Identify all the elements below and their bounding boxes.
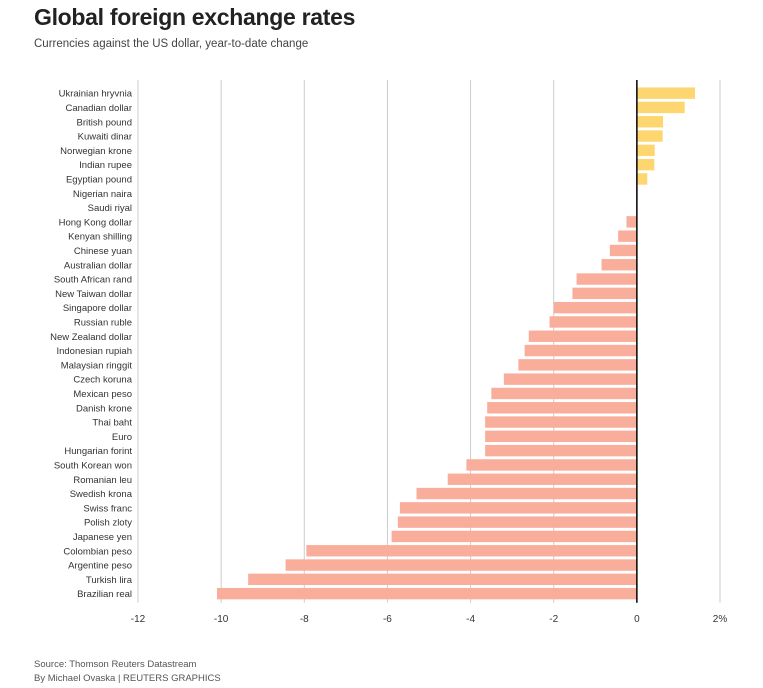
- category-label: Japanese yen: [73, 532, 132, 543]
- x-tick-label: -10: [214, 614, 229, 625]
- category-label: Ukrainian hryvnia: [59, 89, 133, 100]
- bar: [636, 87, 696, 99]
- x-axis-tick-layer: -12 -10 -8 -6 -4 -2 0 2%: [131, 614, 728, 625]
- category-label: Kuwaiti dinar: [78, 132, 132, 143]
- bar: [572, 287, 637, 300]
- bar: [524, 344, 637, 357]
- category-label: Canadian dollar: [65, 103, 132, 114]
- bar: [618, 230, 637, 242]
- category-label: Saudi riyal: [88, 203, 132, 214]
- category-label-layer: Ukrainian hryvnia Canadian dollar British …: [50, 89, 133, 601]
- bar: [626, 216, 637, 228]
- bar: [485, 444, 637, 457]
- category-label: Turkish lira: [86, 575, 133, 586]
- bar: [636, 144, 655, 157]
- category-label: Russian ruble: [74, 317, 132, 328]
- bar: [636, 130, 663, 142]
- x-tick-label: 0: [634, 614, 640, 625]
- category-label: Brazilian real: [77, 589, 132, 600]
- bar: [485, 416, 637, 428]
- bar: [636, 173, 648, 185]
- category-label: Danish krone: [76, 403, 132, 414]
- bar: [399, 502, 637, 514]
- bar: [216, 587, 637, 600]
- source-note: Source: Thomson Reuters Datastream: [34, 659, 197, 670]
- category-label: Mexican peso: [73, 389, 132, 400]
- bar: [466, 459, 637, 471]
- category-label: Hungarian forint: [64, 446, 132, 457]
- chart-title: Global foreign exchange rates: [34, 4, 356, 30]
- bar: [636, 101, 685, 114]
- category-label: Indonesian rupiah: [56, 346, 132, 357]
- x-tick-label: -6: [383, 614, 392, 625]
- bar: [491, 387, 637, 400]
- bar: [285, 559, 637, 571]
- bar-layer: [216, 87, 696, 600]
- byline: By Michael Ovaska | REUTERS GRAPHICS: [34, 673, 221, 684]
- category-label: New Taiwan dollar: [55, 289, 132, 300]
- category-label: Colombian peso: [63, 546, 132, 557]
- category-label: Norwegian krone: [60, 146, 132, 157]
- bar: [503, 373, 637, 385]
- category-label: Singapore dollar: [63, 303, 132, 314]
- category-label: Thai baht: [92, 418, 132, 429]
- bar: [447, 473, 637, 485]
- category-label: Euro: [112, 432, 132, 443]
- x-tick-label: -4: [466, 614, 475, 625]
- category-label: Kenyan shilling: [68, 232, 132, 243]
- category-label: Romanian leu: [73, 475, 132, 486]
- category-label: Hong Kong dollar: [59, 217, 132, 228]
- category-label: South African rand: [54, 275, 132, 286]
- category-label: New Zealand dollar: [50, 332, 132, 343]
- bar: [609, 244, 637, 257]
- bar: [528, 330, 637, 342]
- category-label: Chinese yuan: [74, 246, 132, 257]
- x-tick-label: -12: [131, 614, 146, 625]
- bar: [549, 316, 637, 328]
- bar: [601, 259, 637, 271]
- category-label: South Korean won: [54, 460, 132, 471]
- bar: [416, 487, 637, 500]
- category-label: Swedish krona: [70, 489, 133, 500]
- category-label: Indian rupee: [79, 160, 132, 171]
- x-tick-label: -2: [549, 614, 558, 625]
- category-label: Nigerian naira: [73, 189, 133, 200]
- category-label: British pound: [77, 117, 132, 128]
- category-label: Czech koruna: [73, 375, 132, 386]
- bar: [636, 116, 664, 128]
- bar: [248, 573, 637, 586]
- bar: [487, 402, 637, 414]
- bar: [636, 158, 655, 171]
- category-label: Australian dollar: [64, 260, 132, 271]
- chart-subtitle: Currencies against the US dollar, year-t…: [34, 38, 309, 50]
- category-label: Argentine peso: [68, 561, 132, 572]
- category-label: Swiss franc: [83, 503, 132, 514]
- category-label: Polish zloty: [84, 518, 132, 529]
- bar: [306, 545, 637, 557]
- category-label: Egyptian pound: [66, 174, 132, 185]
- bar: [397, 516, 637, 528]
- category-label: Malaysian ringgit: [61, 360, 133, 371]
- x-tick-label: 2%: [713, 614, 728, 625]
- bar: [485, 430, 637, 443]
- bar-chart: Ukrainian hryvnia Canadian dollar British …: [50, 80, 728, 625]
- x-tick-label: -8: [300, 614, 309, 625]
- bar: [553, 301, 637, 314]
- bar: [576, 273, 637, 285]
- bar: [391, 530, 637, 543]
- bar: [518, 359, 637, 371]
